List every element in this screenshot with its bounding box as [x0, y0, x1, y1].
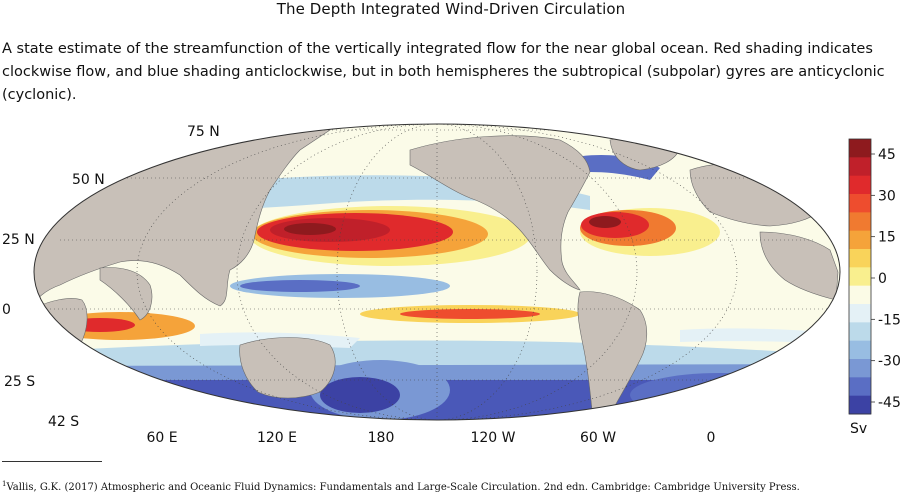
colorbar-swatch	[849, 395, 871, 415]
colorbar-tick-label: 0	[878, 271, 887, 287]
figure-caption: A state estimate of the streamfunction o…	[2, 41, 885, 103]
footnote-text: Vallis, G.K. (2017) Atmospheric and Ocea…	[6, 482, 800, 493]
colorbar-tick-label: -45	[878, 395, 901, 411]
colorbar-swatch	[849, 230, 871, 250]
lon-label-120w: 120 W	[470, 430, 515, 446]
lat-label-42s: 42 S	[48, 414, 79, 430]
colorbar-swatch	[849, 377, 871, 397]
colorbar-swatch	[849, 249, 871, 268]
colorbar-swatch	[849, 322, 871, 342]
colorbar-swatch	[849, 194, 871, 213]
colorbar-swatch	[849, 359, 871, 378]
colorbar-swatch	[849, 340, 871, 360]
lat-label-50n: 50 N	[72, 172, 105, 188]
colorbar-swatch	[849, 139, 871, 158]
lat-label-0: 0	[2, 302, 11, 318]
colorbar-frame	[848, 138, 872, 415]
lon-label-60w: 60 W	[580, 430, 616, 446]
footnote: 1Vallis, G.K. (2017) Atmospheric and Oce…	[2, 480, 800, 493]
lat-label-25n: 25 N	[2, 232, 35, 248]
page-heading: The Depth Integrated Wind-Driven Circula…	[276, 0, 626, 18]
colorbar-tick-label: 30	[878, 188, 896, 204]
colorbar	[849, 139, 871, 415]
colorbar-swatch	[849, 267, 871, 287]
lat-label-25s: 25 S	[4, 374, 35, 390]
graticule	[34, 124, 840, 420]
colorbar-swatch	[849, 157, 871, 177]
colorbar-tick-label: -30	[878, 354, 901, 370]
colorbar-swatch	[849, 175, 871, 195]
footnote-marker: 1	[2, 480, 7, 488]
lon-label-120e: 120 E	[257, 430, 297, 446]
streamfunction-figure: 75 N 50 N 25 N 0 25 S 42 S 60 E 120 E 18…	[2, 123, 901, 446]
lat-label-75n: 75 N	[187, 124, 220, 140]
lon-label-180: 180	[368, 430, 395, 446]
colorbar-swatch	[849, 285, 871, 305]
footnote-rule	[2, 461, 102, 462]
colorbar-unit: Sv	[850, 421, 867, 437]
ocean-shading	[34, 124, 840, 420]
colorbar-swatch	[849, 304, 871, 323]
colorbar-tick-label: 45	[878, 147, 896, 163]
globe-outline	[33, 123, 841, 421]
lon-label-60e: 60 E	[146, 430, 177, 446]
lon-label-0: 0	[707, 430, 716, 446]
colorbar-swatch	[849, 212, 871, 232]
colorbar-tick-label: -15	[878, 312, 901, 328]
colorbar-tick-label: 15	[878, 230, 896, 246]
